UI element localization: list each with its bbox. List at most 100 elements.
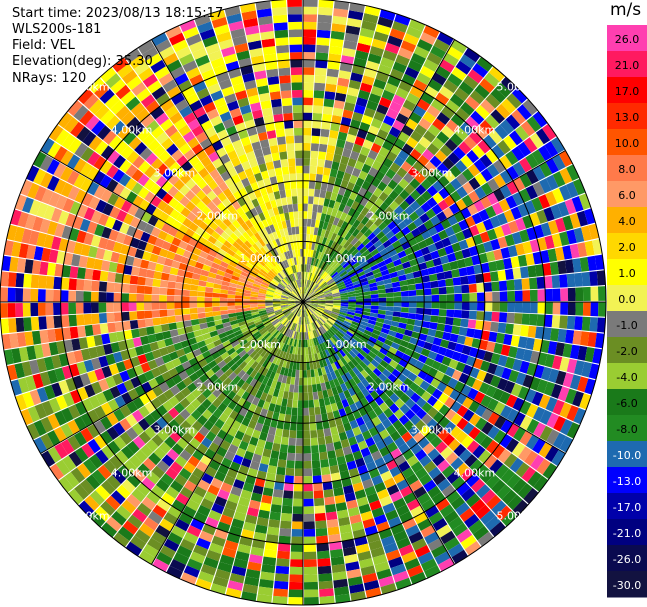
ray-gate xyxy=(245,410,254,420)
ray-gate xyxy=(223,475,236,486)
ray-gate xyxy=(331,288,339,293)
ray-gate xyxy=(125,164,138,178)
ray-gate xyxy=(420,201,432,213)
ray-gate xyxy=(321,284,329,290)
ray-gate xyxy=(272,7,287,16)
ray-gate xyxy=(298,218,303,227)
ray-gate xyxy=(325,152,334,162)
colorbar-tick-label: 6.0 xyxy=(618,189,636,202)
ray-gate xyxy=(312,467,322,476)
ray-gate xyxy=(231,437,242,448)
ray-gate xyxy=(325,265,332,273)
ray-gate xyxy=(205,311,214,318)
ray-gate xyxy=(351,321,360,327)
ray-gate xyxy=(298,316,301,325)
ray-gate xyxy=(151,286,160,295)
ray-gate xyxy=(372,268,381,275)
colorbar: 26.021.017.013.010.08.06.04.02.01.00.0-1… xyxy=(607,25,647,598)
ray-gate xyxy=(341,273,349,280)
ray-gate xyxy=(67,138,82,154)
ray-gate xyxy=(165,486,180,499)
ray-gate xyxy=(441,356,452,367)
ray-gate xyxy=(377,335,386,343)
ray-gate xyxy=(409,86,424,99)
ray-gate xyxy=(174,230,185,241)
ray-gate xyxy=(487,411,500,426)
ray-gate xyxy=(74,484,90,500)
ray-gate xyxy=(218,265,227,273)
ray-gate xyxy=(318,236,324,245)
ray-gate xyxy=(420,32,437,45)
ray-gate xyxy=(332,292,340,296)
ray-gate xyxy=(273,295,281,299)
ray-gate xyxy=(354,489,367,500)
ray-gate xyxy=(247,467,258,478)
ray-gate xyxy=(395,332,404,340)
ray-gate xyxy=(495,82,512,98)
ray-gate xyxy=(334,146,344,156)
ray-gate xyxy=(227,294,236,299)
ray-gate xyxy=(220,289,229,295)
ray-gate xyxy=(319,317,326,324)
ray-gate xyxy=(468,400,481,413)
ray-gate xyxy=(182,505,197,518)
ray-gate xyxy=(318,151,327,160)
ray-gate xyxy=(431,168,444,180)
ray-gate xyxy=(313,368,319,377)
ray-gate xyxy=(324,435,333,445)
ray-gate xyxy=(114,321,124,332)
ray-gate xyxy=(341,195,349,205)
ray-gate xyxy=(95,392,108,406)
ray-gate xyxy=(235,288,244,293)
ray-gate xyxy=(211,503,225,515)
ray-gate xyxy=(136,302,145,311)
ray-gate xyxy=(184,271,194,279)
ray-gate xyxy=(362,346,371,355)
ray-gate xyxy=(303,6,318,15)
ray-gate xyxy=(206,393,217,404)
ray-gate xyxy=(329,379,336,389)
ray-gate xyxy=(355,177,365,187)
ray-gate xyxy=(378,297,387,302)
ray-gate xyxy=(510,206,522,220)
ray-gate xyxy=(484,292,493,302)
ray-gate xyxy=(376,317,385,324)
ray-gate xyxy=(228,371,238,381)
ray-gate xyxy=(362,308,371,313)
ray-gate xyxy=(428,511,444,525)
ray-gate xyxy=(318,398,325,407)
ray-gate xyxy=(493,249,503,261)
ray-gate xyxy=(374,561,390,573)
ray-gate xyxy=(524,450,539,466)
ray-gate xyxy=(307,272,311,280)
ray-gate xyxy=(218,332,227,339)
ray-gate xyxy=(334,234,341,243)
ray-gate xyxy=(288,437,296,446)
ray-gate xyxy=(529,289,538,302)
ray-gate xyxy=(405,272,415,280)
ray-gate xyxy=(258,463,269,473)
ray-gate xyxy=(434,150,448,163)
ray-gate xyxy=(143,517,159,531)
ray-gate xyxy=(407,372,418,382)
ray-gate xyxy=(207,484,220,496)
ray-gate xyxy=(273,306,281,310)
ray-gate xyxy=(67,100,83,117)
ray-gate xyxy=(286,376,292,385)
ray-gate xyxy=(362,518,376,529)
ray-gate xyxy=(270,419,278,428)
ray-gate xyxy=(33,344,44,359)
ray-gate xyxy=(295,453,303,462)
ray-gate xyxy=(83,232,94,246)
ray-gate xyxy=(18,346,29,362)
ray-gate xyxy=(201,245,211,254)
ray-gate xyxy=(426,143,440,156)
range-ring-label: 4.00km xyxy=(111,124,153,137)
ray-gate xyxy=(169,329,179,338)
ray-gate xyxy=(385,230,395,240)
ray-gate xyxy=(318,279,325,286)
ray-gate xyxy=(403,216,413,226)
ray-gate xyxy=(108,229,119,242)
ray-gate xyxy=(339,309,348,314)
ray-gate xyxy=(220,336,229,344)
